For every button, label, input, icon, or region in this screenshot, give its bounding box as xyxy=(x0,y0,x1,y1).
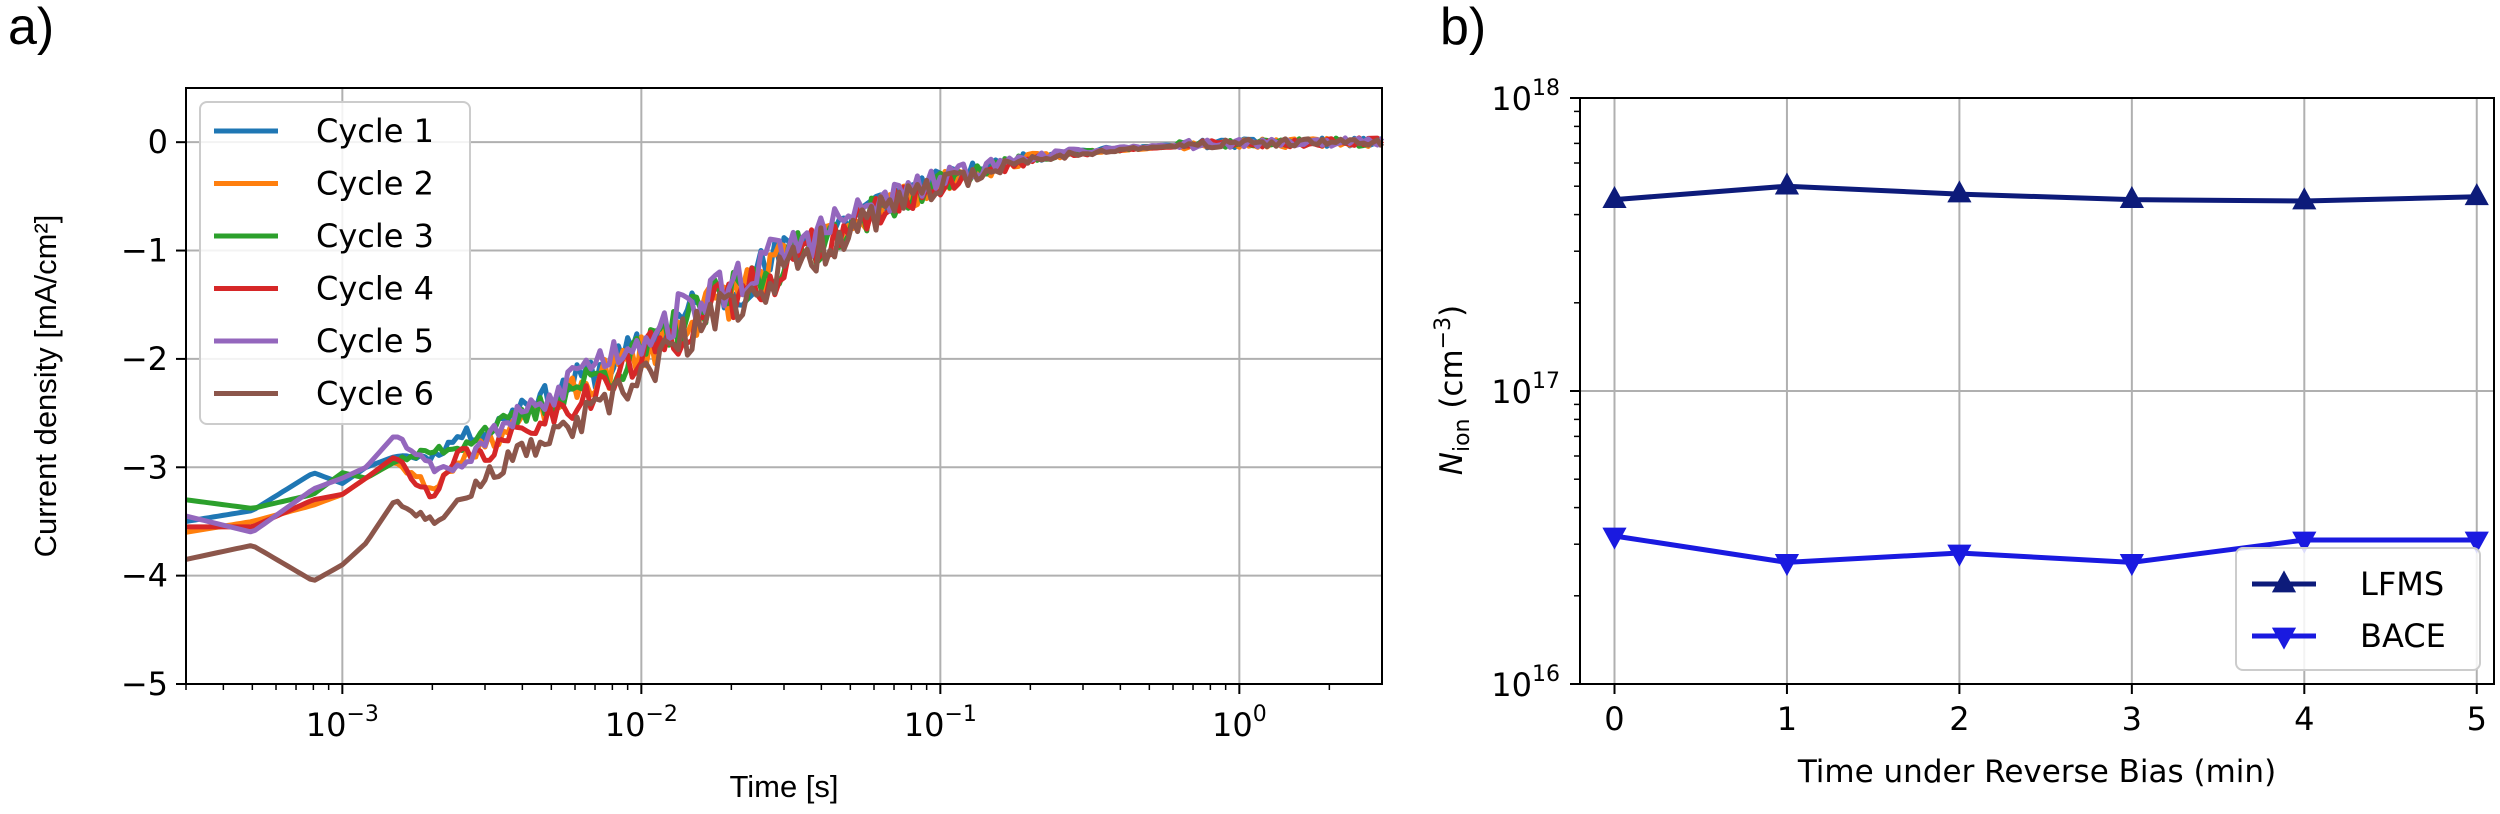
y-axis-label-b-unit-exp: −3 xyxy=(1431,317,1456,349)
x-tick-label-a: 10−1 xyxy=(904,702,977,744)
series-group-a xyxy=(185,135,1385,583)
x-tick-label-b: 5 xyxy=(2467,700,2487,738)
x-tick-label-b: 0 xyxy=(1604,700,1624,738)
x-tick-label-a: 10−3 xyxy=(306,702,379,744)
y-tick-exp-b: 16 xyxy=(1532,662,1560,687)
legend-b: LFMS BACE xyxy=(2235,547,2481,671)
legend-label-cycle-5: Cycle 5 xyxy=(316,322,434,360)
legend-label-cycle-3: Cycle 3 xyxy=(316,217,434,255)
legend-b-box xyxy=(2235,547,2481,671)
x-axis-label-a: Time [s] xyxy=(729,769,838,804)
legend-marker-bace xyxy=(2271,627,2297,650)
y-tick-exp-b: 18 xyxy=(1532,76,1560,101)
x-tick-label-b: 1 xyxy=(1777,700,1797,738)
data-point-lfms xyxy=(1602,185,1627,208)
x-tick-exp-a: −1 xyxy=(944,702,976,727)
data-point-bace xyxy=(1947,544,1972,567)
x-tick-label-b: 4 xyxy=(2294,700,2314,738)
series-line-bace xyxy=(1614,533,2477,565)
y-tick-label-a: −3 xyxy=(121,448,168,486)
y-tick-base-b: 10 xyxy=(1491,373,1532,411)
y-tick-label-a: −4 xyxy=(121,557,168,595)
legend-marker-lfms xyxy=(2271,570,2297,593)
y-tick-label-a: −2 xyxy=(121,340,168,378)
data-point-bace xyxy=(2464,531,2489,554)
x-tick-label-a: 10−2 xyxy=(605,702,678,744)
x-tick-base-a: 10 xyxy=(1212,706,1253,744)
y-axis-label-b-sub: ion xyxy=(1450,419,1475,453)
legend-label-cycle-2: Cycle 2 xyxy=(316,165,434,203)
x-tick-exp-a: −2 xyxy=(645,702,677,727)
legend-label-lfms: LFMS xyxy=(2360,565,2444,603)
y-tick-label-b: 1016 xyxy=(1491,662,1560,704)
legend-label-cycle-4: Cycle 4 xyxy=(316,270,434,308)
series-line-cycle-6 xyxy=(185,136,1385,583)
x-tick-exp-a: −3 xyxy=(346,702,378,727)
x-tick-label-a: 100 xyxy=(1212,702,1267,744)
y-tick-base-b: 10 xyxy=(1491,80,1532,118)
data-point-lfms xyxy=(1774,172,1800,195)
x-tick-label-b: 2 xyxy=(1949,700,1969,738)
data-point-bace xyxy=(1774,554,1800,577)
x-tick-base-a: 10 xyxy=(904,706,945,744)
data-point-bace xyxy=(2292,531,2317,554)
panel-a-label: a) xyxy=(8,0,54,56)
panel-b-label: b) xyxy=(1440,0,1486,56)
x-axis-label-b: Time under Reverse Bias (min) xyxy=(1797,754,2276,790)
y-axis-label-b-unit-close: ) xyxy=(1434,305,1470,317)
y-tick-label-a: 0 xyxy=(148,123,168,161)
x-tick-label-b: 3 xyxy=(2122,700,2142,738)
x-tick-base-a: 10 xyxy=(605,706,646,744)
y-axis-label-a: Current density [mA/cm²] xyxy=(28,215,63,558)
y-tick-label-a: −5 xyxy=(121,665,168,703)
data-point-lfms xyxy=(2464,183,2489,206)
y-axis-label-b-base: N xyxy=(1434,452,1470,475)
legend-a: Cycle 1 Cycle 2 Cycle 3 Cycle 4 Cycle 5 Cycle… xyxy=(199,101,471,425)
y-axis-label-b-unit: (cm xyxy=(1434,349,1470,418)
x-tick-exp-a: 0 xyxy=(1253,702,1267,727)
legend-label-cycle-6: Cycle 6 xyxy=(316,375,434,413)
legend-label-cycle-1: Cycle 1 xyxy=(316,112,434,150)
y-axis-label-b: Nion (cm−3) xyxy=(1431,305,1475,475)
y-tick-exp-b: 17 xyxy=(1532,369,1560,394)
data-point-bace xyxy=(1602,527,1627,550)
series-group-b xyxy=(1602,172,2489,577)
y-tick-label-b: 1018 xyxy=(1491,76,1560,118)
y-tick-label-b: 1017 xyxy=(1491,369,1560,411)
y-tick-base-b: 10 xyxy=(1491,666,1532,704)
data-point-lfms xyxy=(2292,187,2317,210)
y-tick-label-a: −1 xyxy=(121,232,168,270)
series-line-lfms xyxy=(1614,183,2477,204)
data-point-bace xyxy=(2119,554,2144,577)
legend-label-bace: BACE xyxy=(2360,617,2446,655)
data-point-lfms xyxy=(2119,185,2144,208)
data-point-lfms xyxy=(1947,180,1972,203)
x-tick-base-a: 10 xyxy=(306,706,347,744)
